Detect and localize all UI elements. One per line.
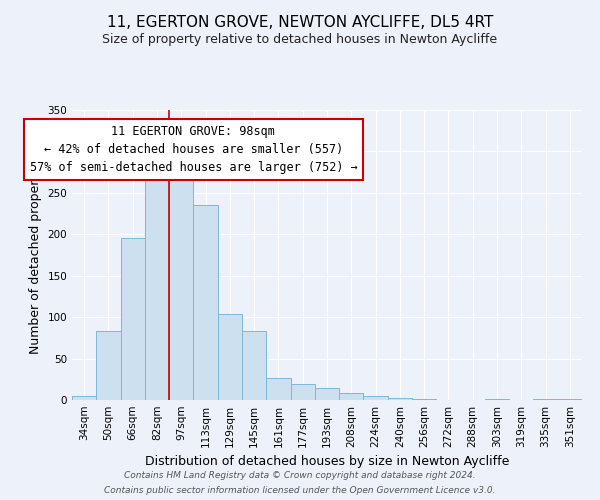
Text: 11 EGERTON GROVE: 98sqm
← 42% of detached houses are smaller (557)
57% of semi-d: 11 EGERTON GROVE: 98sqm ← 42% of detache… [29, 125, 358, 174]
Bar [533, 399, 558, 400]
Bar [121, 238, 145, 400]
Text: Contains HM Land Registry data © Crown copyright and database right 2024.: Contains HM Land Registry data © Crown c… [124, 471, 476, 480]
Text: Size of property relative to detached houses in Newton Aycliffe: Size of property relative to detached ho… [103, 32, 497, 46]
Bar [218, 314, 242, 400]
Bar [315, 388, 339, 400]
Bar [412, 399, 436, 400]
Bar [485, 399, 509, 400]
Bar [72, 396, 96, 400]
Y-axis label: Number of detached properties: Number of detached properties [29, 156, 42, 354]
Bar [266, 378, 290, 400]
Bar [169, 180, 193, 400]
Bar [388, 398, 412, 400]
Text: Contains public sector information licensed under the Open Government Licence v3: Contains public sector information licen… [104, 486, 496, 495]
X-axis label: Distribution of detached houses by size in Newton Aycliffe: Distribution of detached houses by size … [145, 456, 509, 468]
Bar [339, 394, 364, 400]
Text: 11, EGERTON GROVE, NEWTON AYCLIFFE, DL5 4RT: 11, EGERTON GROVE, NEWTON AYCLIFFE, DL5 … [107, 15, 493, 30]
Bar [290, 384, 315, 400]
Bar [145, 172, 169, 400]
Bar [364, 396, 388, 400]
Bar [193, 206, 218, 400]
Bar [558, 399, 582, 400]
Bar [242, 331, 266, 400]
Bar [96, 331, 121, 400]
